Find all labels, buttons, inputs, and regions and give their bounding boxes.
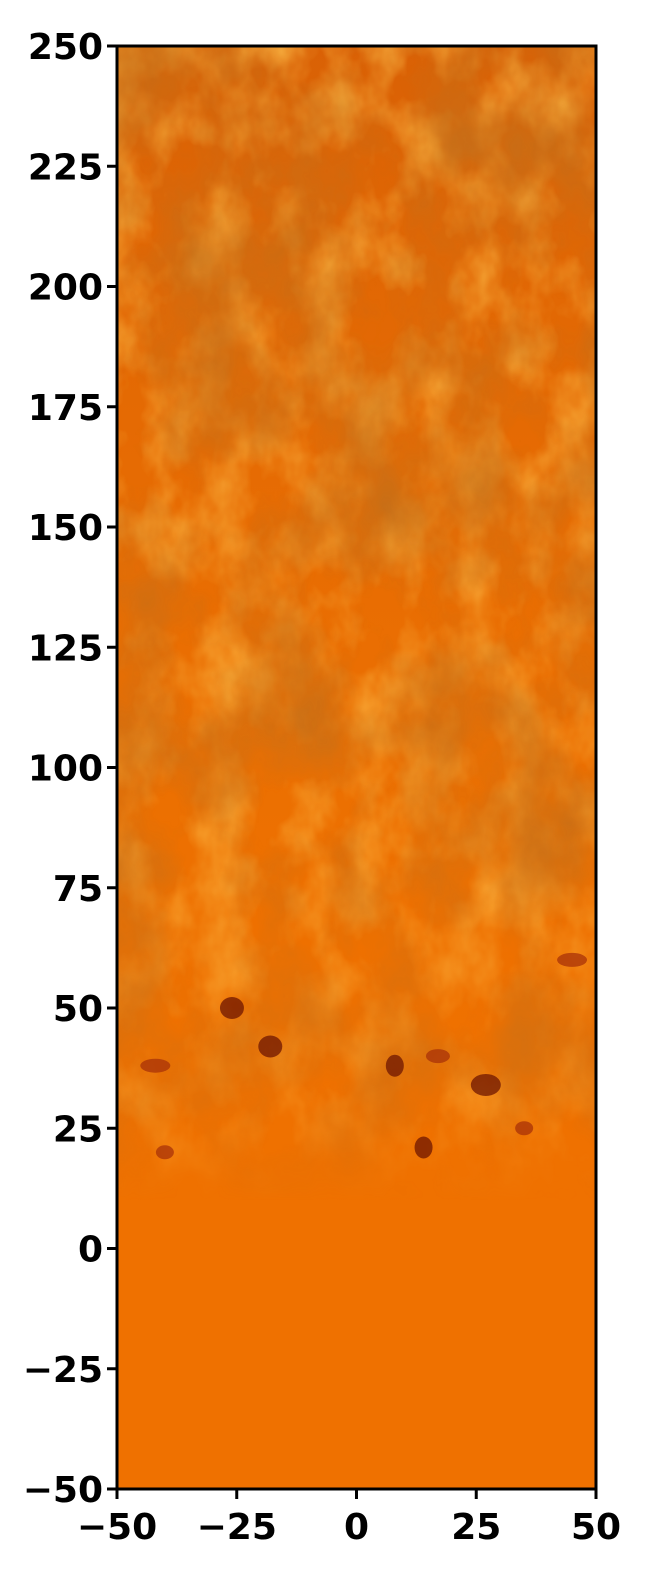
plume-tip (385, 1054, 404, 1077)
plume-tip (140, 1058, 171, 1073)
x-tick-label: −50 (77, 1507, 157, 1548)
x-tick-label: −25 (197, 1507, 277, 1548)
y-tick-label: −50 (23, 1470, 103, 1511)
y-tick-label: −25 (23, 1350, 103, 1391)
plume-tip (219, 997, 244, 1019)
y-tick-label: 125 (28, 628, 103, 669)
y-tick-label: 150 (28, 508, 103, 549)
y-tick-label: 250 (28, 27, 103, 68)
x-tick-label: 0 (344, 1507, 369, 1548)
y-tick-label: 175 (28, 388, 103, 429)
plume-tips (140, 952, 588, 1160)
y-tick-label: 50 (53, 989, 103, 1030)
plume-tip (515, 1121, 534, 1136)
plume-tip (155, 1145, 174, 1160)
plume-tip (258, 1035, 283, 1058)
y-tick-label: 100 (28, 749, 103, 790)
x-axis: −50 −25 0 25 50 (77, 1489, 621, 1548)
y-axis: −50 −25 0 25 50 75 100 125 150 175 200 225 250 (23, 27, 117, 1511)
x-tick-label: 25 (451, 1507, 501, 1548)
x-tick-label: 50 (571, 1507, 621, 1548)
y-tick-label: 25 (53, 1109, 103, 1150)
y-tick-label: 200 (28, 268, 103, 309)
field-dark-swirls (117, 46, 596, 1489)
plume-tip (425, 1049, 450, 1064)
y-tick-label: 75 (53, 869, 103, 910)
heatmap-field (117, 46, 596, 1489)
y-tick-label: 0 (78, 1230, 103, 1271)
y-tick-label: 225 (28, 147, 103, 188)
plume-tip (470, 1073, 501, 1096)
plume-tip (557, 952, 588, 967)
plume-tip (414, 1136, 433, 1159)
